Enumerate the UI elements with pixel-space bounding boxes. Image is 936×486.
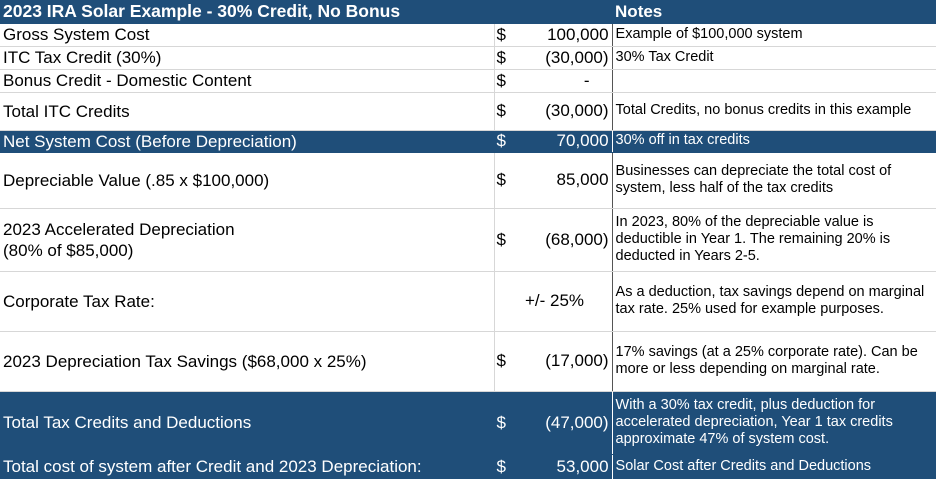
row-label: Depreciable Value (.85 x $100,000) [0,152,495,209]
notes-header: Notes [612,0,936,24]
currency-symbol: $ [494,208,524,272]
row-amount: 85,000 [524,152,613,209]
row-note: Total Credits, no bonus credits in this … [612,92,936,131]
currency-symbol: $ [494,391,524,455]
row-amount: 70,000 [524,130,613,153]
row-amount: (17,000) [524,331,613,392]
row-amount: (68,000) [524,208,613,272]
row-depreciation-tax-savings: 2023 Depreciation Tax Savings ($68,000 x… [0,331,936,392]
row-total-cost-after-credits: Total cost of system after Credit and 20… [0,454,936,479]
row-label: Total Tax Credits and Deductions [0,391,495,455]
row-label: 2023 Depreciation Tax Savings ($68,000 x… [0,331,495,392]
row-label: Net System Cost (Before Depreciation) [0,130,495,153]
row-itc-tax-credit: ITC Tax Credit (30%) $ (30,000) 30% Tax … [0,46,936,70]
row-total-credits-deductions: Total Tax Credits and Deductions $ (47,0… [0,391,936,455]
row-note: In 2023, 80% of the depreciable value is… [612,208,936,272]
row-gross-system-cost: Gross System Cost $ 100,000 Example of $… [0,23,936,47]
table-header-row: 2023 IRA Solar Example - 30% Credit, No … [0,0,936,24]
row-note [612,69,936,93]
row-total-itc-credits: Total ITC Credits $ (30,000) Total Credi… [0,92,936,131]
row-note: With a 30% tax credit, plus deduction fo… [612,391,936,455]
row-label: 2023 Accelerated Depreciation (80% of $8… [0,208,495,272]
currency-symbol: $ [494,454,524,479]
row-note: As a deduction, tax savings depend on ma… [612,271,936,332]
currency-symbol: $ [494,69,524,93]
table-title: 2023 IRA Solar Example - 30% Credit, No … [0,0,613,24]
row-note: Example of $100,000 system [612,23,936,47]
row-note: Businesses can depreciate the total cost… [612,152,936,209]
currency-symbol: $ [494,46,524,70]
row-corporate-tax-rate: Corporate Tax Rate: +/- 25% As a deducti… [0,271,936,332]
row-amount: - [524,69,613,93]
row-note: 17% savings (at a 25% corporate rate). C… [612,331,936,392]
row-note: Solar Cost after Credits and Deductions [612,454,936,479]
row-depreciable-value: Depreciable Value (.85 x $100,000) $ 85,… [0,152,936,209]
currency-symbol: $ [494,92,524,131]
row-label: Gross System Cost [0,23,495,47]
row-label: Bonus Credit - Domestic Content [0,69,495,93]
row-note: 30% off in tax credits [612,130,936,153]
currency-symbol: $ [494,152,524,209]
row-amount: 100,000 [524,23,613,47]
row-accelerated-depreciation: 2023 Accelerated Depreciation (80% of $8… [0,208,936,272]
currency-symbol: $ [494,130,524,153]
row-bonus-credit: Bonus Credit - Domestic Content $ - [0,69,936,93]
row-note: 30% Tax Credit [612,46,936,70]
row-label: ITC Tax Credit (30%) [0,46,495,70]
row-amount: (30,000) [524,46,613,70]
row-net-system-cost: Net System Cost (Before Depreciation) $ … [0,130,936,153]
currency-symbol: $ [494,23,524,47]
row-amount: +/- 25% [494,271,613,332]
currency-symbol: $ [494,331,524,392]
row-amount: (47,000) [524,391,613,455]
row-label: Total cost of system after Credit and 20… [0,454,495,479]
row-label: Total ITC Credits [0,92,495,131]
row-label: Corporate Tax Rate: [0,271,495,332]
row-amount: (30,000) [524,92,613,131]
row-amount: 53,000 [524,454,613,479]
